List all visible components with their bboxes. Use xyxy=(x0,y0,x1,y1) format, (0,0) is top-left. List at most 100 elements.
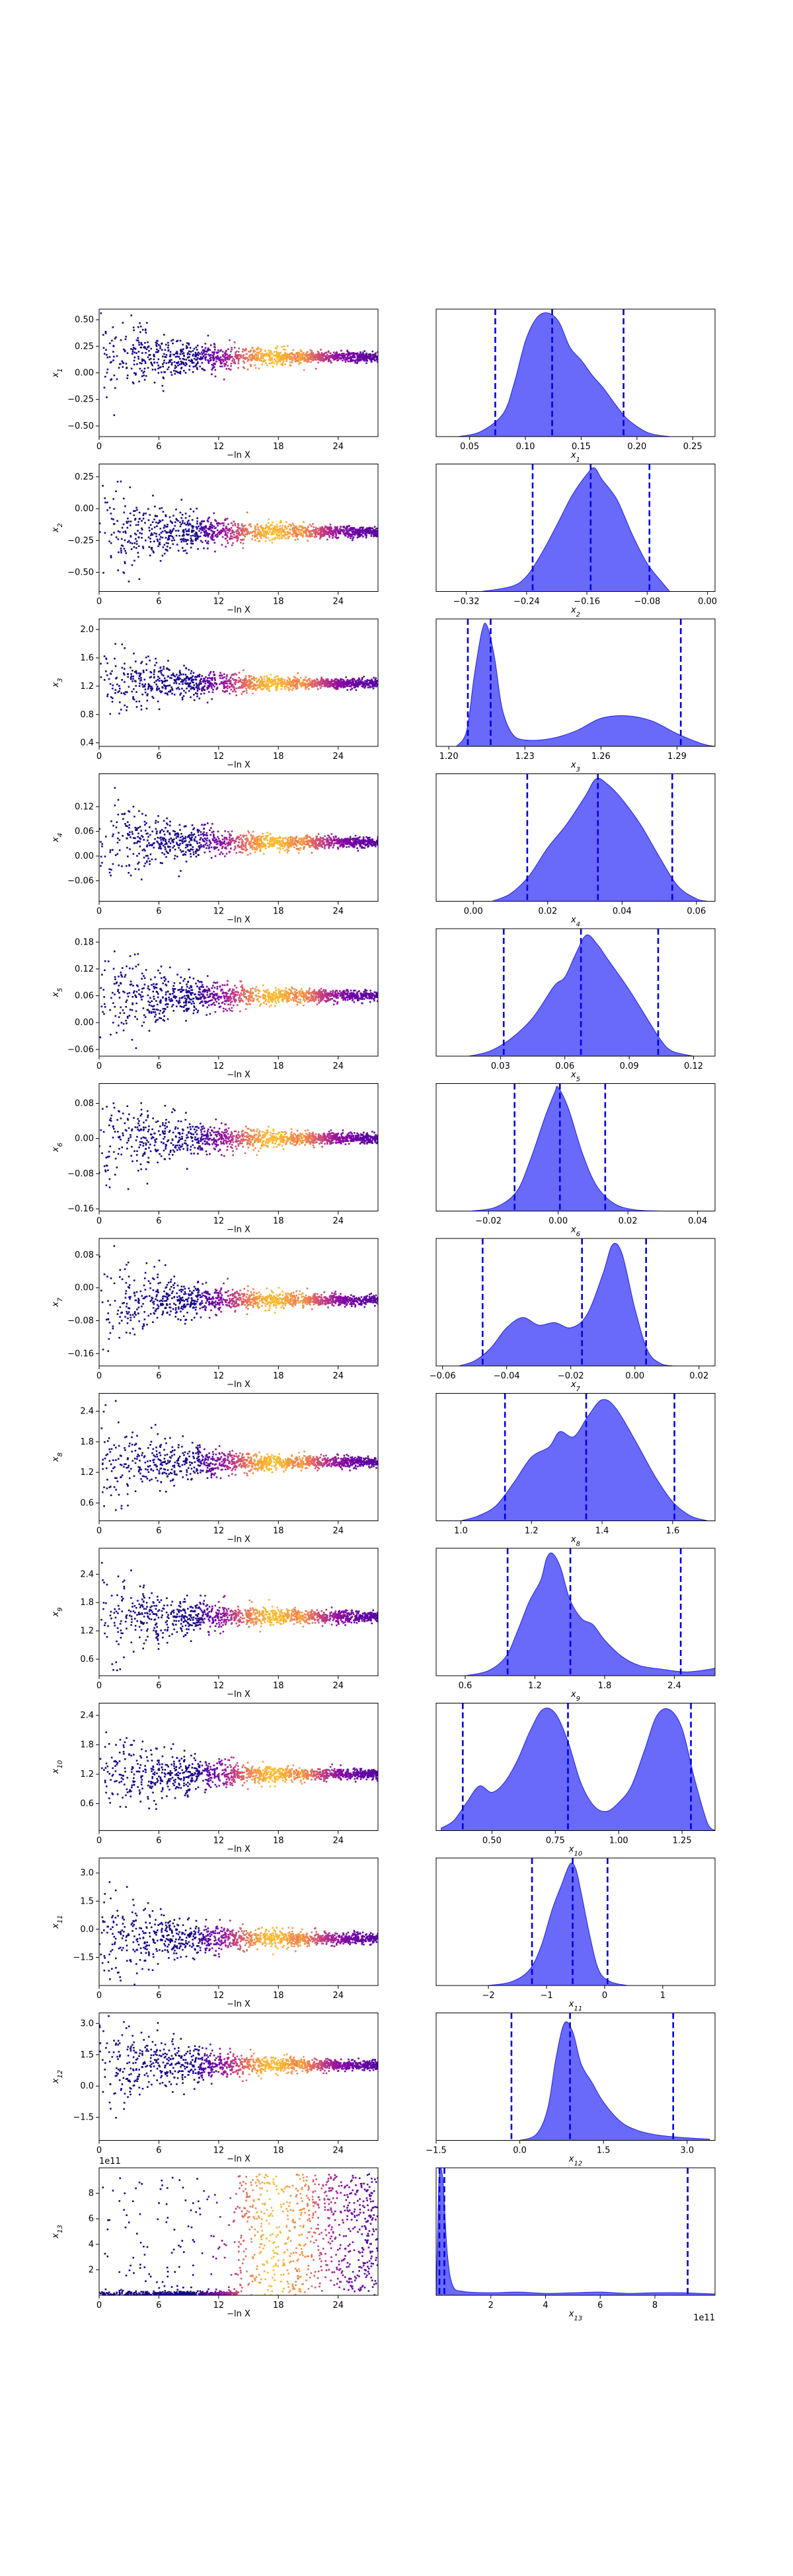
scatter-point xyxy=(294,680,297,683)
scatter-point xyxy=(299,532,301,534)
scatter-point xyxy=(237,539,239,541)
scatter-point xyxy=(172,537,174,539)
scatter-point xyxy=(328,534,330,537)
scatter-point xyxy=(305,688,307,690)
scatter-point xyxy=(252,686,255,688)
scatter-point xyxy=(186,346,189,349)
x-tick-label: 1.23 xyxy=(515,752,535,762)
scatter-point xyxy=(269,359,272,362)
scatter-point xyxy=(358,532,360,534)
scatter-point xyxy=(201,541,204,544)
scatter-point xyxy=(295,532,297,534)
scatter-point xyxy=(120,550,122,552)
scatter-point xyxy=(229,692,231,695)
scatter-point xyxy=(359,532,361,534)
scatter-point xyxy=(373,535,375,538)
scatter-point xyxy=(285,356,287,359)
scatter-point xyxy=(369,357,372,359)
scatter-point xyxy=(150,534,152,536)
scatter-point xyxy=(307,526,309,528)
scatter-point xyxy=(338,840,340,841)
scatter-point xyxy=(248,523,251,526)
scatter-point xyxy=(175,352,177,355)
scatter-point xyxy=(303,356,306,359)
scatter-point xyxy=(262,845,265,847)
scatter-point xyxy=(371,680,374,682)
scatter-point xyxy=(294,532,297,534)
scatter-point xyxy=(184,838,186,840)
scatter-point xyxy=(344,686,346,688)
scatter-point xyxy=(190,688,192,690)
scatter-point xyxy=(325,357,327,359)
x-tick-label: 18 xyxy=(273,442,284,452)
scatter-point xyxy=(294,360,297,363)
scatter-point xyxy=(270,673,272,676)
scatter-point xyxy=(192,853,195,855)
scatter-point xyxy=(213,363,215,365)
scatter-point xyxy=(137,863,139,865)
scatter-point xyxy=(211,831,213,834)
scatter-point xyxy=(182,357,184,360)
scatter-point xyxy=(185,524,187,526)
scatter-point xyxy=(182,538,185,540)
scatter-point xyxy=(290,352,293,355)
scatter-point xyxy=(177,550,180,552)
scatter-point xyxy=(258,843,260,845)
scatter-point xyxy=(169,359,170,361)
scatter-point xyxy=(347,683,350,685)
scatter-point xyxy=(231,685,233,688)
scatter-point xyxy=(343,838,346,840)
scatter-point xyxy=(193,694,195,696)
scatter-point xyxy=(324,685,327,688)
scatter-point xyxy=(131,831,133,833)
scatter-point xyxy=(253,355,256,358)
scatter-point xyxy=(236,537,238,539)
scatter-point xyxy=(350,688,352,691)
scatter-point xyxy=(278,355,280,357)
scatter-point xyxy=(293,838,295,840)
scatter-point xyxy=(162,390,165,392)
scatter-point xyxy=(304,843,307,845)
scatter-point xyxy=(321,526,323,528)
scatter-point xyxy=(356,536,359,539)
scatter-point xyxy=(134,826,136,829)
scatter-point xyxy=(145,822,147,824)
scatter-point xyxy=(180,692,182,695)
scatter-point xyxy=(225,538,227,540)
scatter-point xyxy=(171,840,173,842)
scatter-point xyxy=(329,360,332,362)
scatter-point xyxy=(291,844,293,847)
scatter-point xyxy=(278,837,281,840)
x-tick-label: 24 xyxy=(332,597,344,607)
scatter-point xyxy=(223,683,225,686)
scatter-point xyxy=(105,349,107,351)
scatter-point xyxy=(369,840,372,843)
scatter-point xyxy=(273,351,276,353)
scatter-point xyxy=(260,350,262,353)
scatter-point xyxy=(229,369,231,371)
scatter-point xyxy=(291,359,294,361)
scatter-point xyxy=(208,353,209,356)
scatter-point xyxy=(316,840,318,842)
scatter-point xyxy=(174,680,177,683)
scatter-axes-frame xyxy=(98,308,379,437)
scatter-point xyxy=(309,533,311,536)
scatter-point xyxy=(181,513,184,516)
scatter-point xyxy=(226,674,228,676)
scatter-point xyxy=(219,356,222,359)
scatter-point xyxy=(262,832,264,835)
scatter-point xyxy=(176,674,178,676)
scatter-point xyxy=(317,847,319,850)
scatter-point xyxy=(284,355,286,358)
scatter-point xyxy=(305,676,307,678)
scatter-point xyxy=(198,684,200,686)
scatter-point xyxy=(343,354,346,357)
scatter-point xyxy=(158,521,161,524)
scatter-point xyxy=(280,532,283,534)
scatter-point xyxy=(141,661,143,663)
scatter-point xyxy=(278,352,281,355)
scatter-point xyxy=(137,840,139,843)
scatter-point xyxy=(161,682,163,684)
scatter-point xyxy=(162,355,164,358)
scatter-point xyxy=(289,681,291,683)
